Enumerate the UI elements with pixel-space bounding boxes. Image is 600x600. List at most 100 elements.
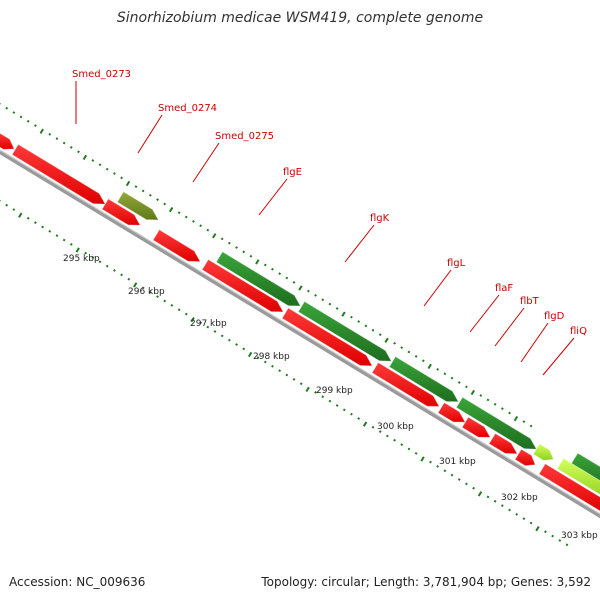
outer-tick: [465, 385, 468, 389]
inner-tick: [443, 469, 447, 473]
label-leader: [137, 114, 163, 154]
inner-tick: [386, 434, 389, 438]
outer-tick: [113, 172, 116, 175]
outer-tick: [62, 141, 66, 145]
gene-label: Smed_0274: [158, 103, 217, 114]
inner-tick: [436, 465, 440, 468]
inner-tick: [305, 386, 310, 393]
outer-tick: [393, 341, 396, 345]
gene-arrow-reverse: [152, 229, 201, 263]
inner-tick: [113, 269, 116, 272]
inner-tick: [362, 421, 368, 427]
inner-tick: [141, 286, 145, 290]
gene-label: flgD: [544, 311, 565, 322]
scale-labels: 295 kbp 296 kbp 297 kbp 298 kbp 299 kbp 300 k…: [63, 254, 598, 541]
scale-label: 302 kbp: [501, 493, 538, 503]
inner-tick: [378, 430, 382, 433]
outer-tick: [421, 359, 425, 363]
outer-tick: [427, 363, 432, 370]
outer-tick: [350, 315, 353, 319]
outer-tick: [19, 115, 23, 119]
gene-label: Smed_0275: [215, 131, 274, 142]
inner-tick: [414, 451, 418, 455]
outer-tick: [105, 167, 109, 171]
inner-tick: [5, 203, 9, 207]
inner-tick: [500, 504, 504, 507]
inner-tick: [529, 521, 533, 525]
outer-tick: [148, 193, 152, 197]
outer-tick: [227, 241, 231, 245]
outer-tick: [522, 420, 526, 424]
outer-tick: [298, 285, 303, 291]
outer-tick: [55, 137, 59, 141]
outer-tick: [436, 368, 440, 371]
inner-tick: [486, 495, 490, 499]
inner-tick: [477, 491, 483, 497]
outer-tick: [285, 276, 289, 280]
outer-tick: [199, 224, 202, 228]
inner-tick: [235, 343, 238, 346]
inner-tick: [457, 478, 461, 481]
outer-tick: [134, 185, 138, 188]
outer-tick: [364, 324, 368, 328]
outer-tick: [125, 180, 131, 187]
inner-tick: [371, 425, 375, 429]
inner-tick: [420, 456, 425, 462]
label-leader: [258, 178, 288, 216]
gene-label: flgE: [283, 167, 302, 178]
outer-tick: [220, 237, 224, 241]
gene-arrow-forward: [455, 396, 538, 450]
inner-tick: [120, 273, 123, 277]
gene-features: [0, 132, 600, 512]
gene-arrow-forward: [388, 356, 460, 403]
outer-tick: [443, 372, 447, 376]
inner-tick: [98, 260, 102, 264]
outer-tick: [91, 159, 95, 162]
inner-tick: [213, 330, 217, 333]
inner-tick: [206, 325, 210, 329]
gene-label: Smed_0273: [72, 69, 131, 80]
inner-tick: [299, 382, 303, 386]
outer-tick: [314, 294, 317, 297]
inner-tick: [292, 377, 296, 381]
outer-tick: [263, 263, 267, 267]
inner-tick: [34, 221, 37, 224]
backbone-line: [0, 150, 600, 519]
outer-tick: [249, 254, 253, 258]
outer-tick: [192, 220, 195, 223]
gene-arrow-reverse: [514, 448, 536, 467]
outer-tick: [500, 407, 504, 410]
outer-tick: [450, 376, 454, 380]
inner-tick: [91, 256, 95, 259]
gene-labels: Smed_0273 Smed_0274 Smed_0275 flgE flgK flgL f…: [72, 69, 587, 337]
label-leader: [520, 322, 549, 363]
outer-tick: [479, 394, 483, 397]
outer-tick: [82, 154, 88, 161]
outer-tick: [371, 328, 375, 332]
gene-label: flbT: [520, 296, 540, 307]
inner-tick: [465, 482, 468, 486]
outer-tick: [407, 350, 411, 354]
inner-tick: [558, 539, 562, 542]
outer-tick-track: [0, 103, 533, 428]
inner-tick: [285, 373, 289, 377]
inner-tick: [335, 404, 339, 407]
inner-tick: [429, 460, 432, 464]
scale-label: 296 kbp: [128, 287, 165, 297]
gene-arrow-forward: [570, 452, 600, 482]
gene-arrow-forward: [532, 443, 554, 461]
inner-tick: [342, 408, 346, 412]
inner-tick: [247, 351, 253, 358]
inner-tick: [170, 303, 174, 307]
inner-tick: [278, 369, 282, 373]
label-leader: [542, 337, 575, 376]
inner-tick: [508, 508, 511, 512]
outer-tick: [271, 267, 274, 271]
outer-tick: [184, 215, 188, 219]
topology-text: Topology: circular; Length: 3,781,904 bp…: [261, 575, 591, 589]
gene-arrow-forward: [215, 251, 302, 307]
sequence-backbone: [0, 149, 600, 519]
scale-label: 301 kbp: [439, 457, 476, 467]
inner-tick: [535, 526, 540, 532]
